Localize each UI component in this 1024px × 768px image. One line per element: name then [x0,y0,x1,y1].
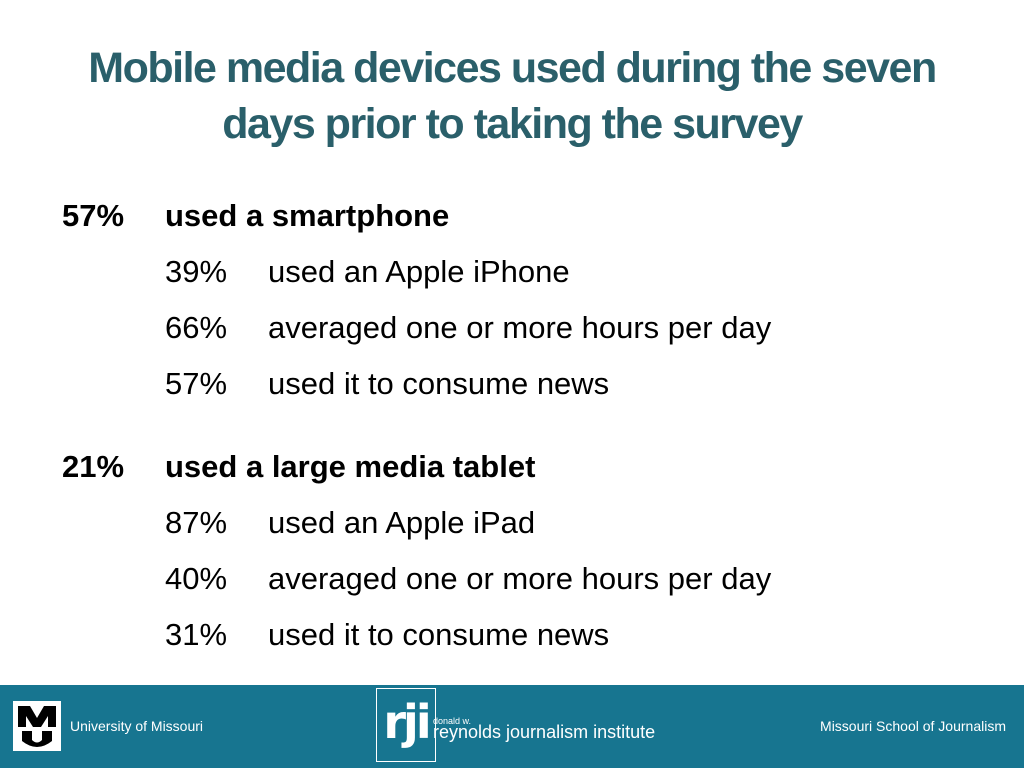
item-label: used it to consume news [268,366,610,401]
section-label: used a large media tablet [165,449,536,484]
section-gap [62,412,962,439]
slide-content: 57% used a smartphone 39% used an Apple … [62,188,962,663]
university-label: University of Missouri [70,718,204,734]
section-label: used a smartphone [165,198,450,233]
item-percent: 57% [165,366,228,401]
item-label: averaged one or more hours per day [268,310,772,345]
slide-title: Mobile media devices used during the sev… [88,44,937,148]
rji-logo: rji [376,688,436,762]
item-label: used an Apple iPad [268,505,536,540]
item-percent: 39% [165,254,228,289]
section-row: 57% used a smartphone [62,188,962,244]
item-percent: 40% [165,561,228,596]
item-label: used it to consume news [268,617,610,652]
item-row: 39% used an Apple iPhone [62,244,962,300]
item-row: 40% averaged one or more hours per day [62,551,962,607]
rji-institute-name: reynolds journalism institute [433,722,656,742]
school-label: Missouri School of Journalism [820,718,1006,734]
mu-logo-icon [13,701,61,751]
item-row: 87% used an Apple iPad [62,495,962,551]
item-label: used an Apple iPhone [268,254,570,289]
section-row: 21% used a large media tablet [62,439,962,495]
footer-bar: University of Missouri rji donald w. rey… [0,685,1024,768]
item-row: 57% used it to consume news [62,356,962,412]
section-percent: 57% [62,198,125,233]
item-percent: 66% [165,310,228,345]
item-row: 31% used it to consume news [62,607,962,663]
section-percent: 21% [62,449,125,484]
item-percent: 87% [165,505,228,540]
item-row: 66% averaged one or more hours per day [62,300,962,356]
item-label: averaged one or more hours per day [268,561,772,596]
rji-small-text: donald w. [433,716,472,726]
item-percent: 31% [165,617,228,652]
